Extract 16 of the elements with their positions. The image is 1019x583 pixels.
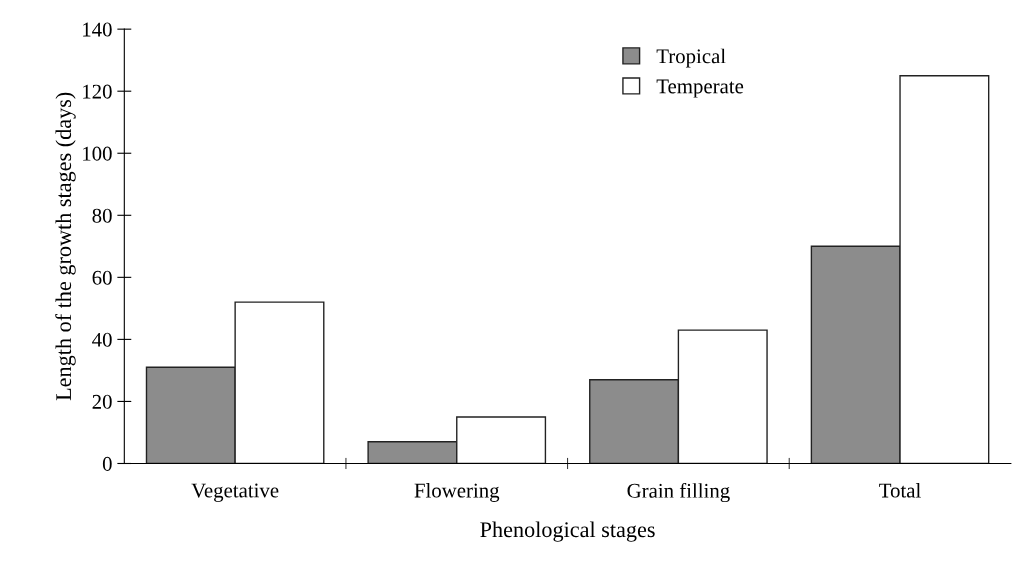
y-tick-label: 20 bbox=[92, 394, 112, 409]
y-tick-label: 0 bbox=[102, 456, 112, 471]
x-axis-title: Phenological stages bbox=[480, 521, 655, 542]
legend-label: Temperate bbox=[656, 79, 744, 98]
x-tick-label: Flowering bbox=[414, 482, 500, 502]
y-tick-label: 140 bbox=[83, 22, 112, 37]
y-axis-title: Length of the growth stages (days) bbox=[55, 92, 76, 401]
y-tick-label: 60 bbox=[92, 270, 112, 285]
legend-label: Tropical bbox=[656, 48, 726, 68]
y-tick-label: 120 bbox=[83, 84, 112, 99]
x-tick-label: Vegetative bbox=[191, 483, 279, 502]
y-tick-label: 100 bbox=[83, 146, 112, 161]
y-tick-label: 80 bbox=[92, 208, 112, 223]
y-tick-label: 40 bbox=[92, 332, 112, 347]
x-tick-label: Grain filling bbox=[627, 482, 730, 503]
x-tick-label: Total bbox=[879, 482, 921, 498]
